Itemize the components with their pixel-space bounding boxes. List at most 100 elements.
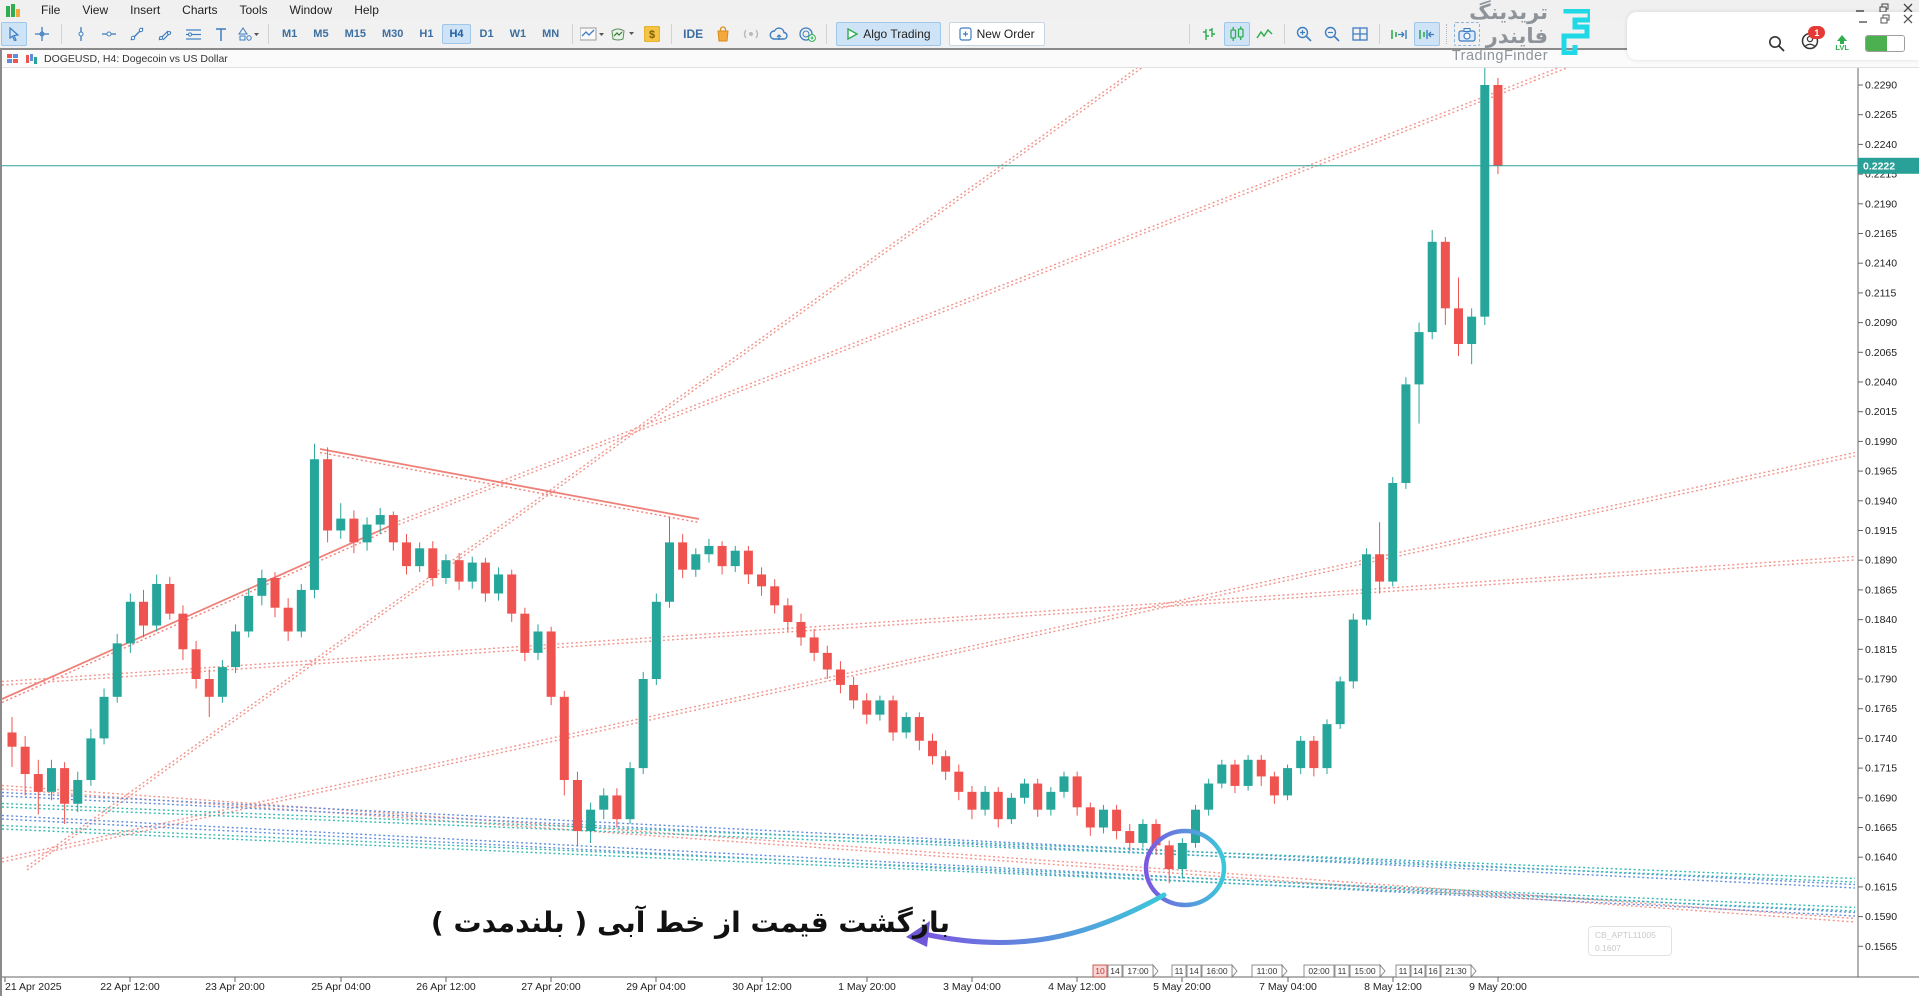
menu-view[interactable]: View bbox=[82, 3, 109, 17]
svg-text:8 May 12:00: 8 May 12:00 bbox=[1364, 981, 1422, 993]
menu-items: File View Insert Charts Tools Window Help bbox=[30, 1, 390, 19]
chart-mini-icon-2 bbox=[25, 53, 38, 64]
svg-text:0.2040: 0.2040 bbox=[1865, 377, 1897, 389]
play-icon bbox=[847, 28, 859, 40]
svg-text:4 May 12:00: 4 May 12:00 bbox=[1048, 981, 1106, 993]
timeframe-m5[interactable]: M5 bbox=[313, 28, 329, 40]
svg-text:0.1615: 0.1615 bbox=[1865, 881, 1897, 893]
menu-bar: File View Insert Charts Tools Window Help bbox=[0, 0, 1919, 20]
algo-trading-button[interactable]: Algo Trading bbox=[836, 22, 941, 46]
chart-shift-button[interactable] bbox=[1413, 22, 1440, 46]
screenshot-button[interactable] bbox=[1453, 22, 1480, 46]
svg-text:14: 14 bbox=[1413, 966, 1423, 976]
svg-text:17:00: 17:00 bbox=[1127, 966, 1149, 976]
timeframe-m30[interactable]: M30 bbox=[381, 28, 404, 40]
trendline-tool-button[interactable] bbox=[124, 22, 150, 46]
notification-badge: 1 bbox=[1808, 26, 1826, 39]
indicators-button[interactable] bbox=[609, 22, 637, 46]
close-icon[interactable] bbox=[1903, 14, 1913, 24]
timeframe-h1[interactable]: H1 bbox=[419, 28, 434, 40]
svg-text:0.2190: 0.2190 bbox=[1865, 198, 1897, 210]
shapes-tool-button[interactable] bbox=[236, 22, 262, 46]
menu-charts[interactable]: Charts bbox=[182, 3, 218, 17]
svg-text:0.2290: 0.2290 bbox=[1865, 80, 1897, 92]
menu-window[interactable]: Window bbox=[289, 3, 333, 17]
timeframe-group: M1 M5 M15 M30 H1 H4 D1 W1 MN bbox=[274, 24, 567, 44]
cursor-tool-button[interactable] bbox=[1, 22, 27, 46]
timeframe-mn[interactable]: MN bbox=[542, 28, 560, 40]
zoom-in-button[interactable] bbox=[1291, 22, 1317, 46]
svg-text:0.2140: 0.2140 bbox=[1865, 258, 1897, 270]
horizontal-line-tool-button[interactable] bbox=[96, 22, 122, 46]
svg-text:0.1765: 0.1765 bbox=[1865, 703, 1897, 715]
toolbar: M1 M5 M15 M30 H1 H4 D1 W1 MN $ IDE Algo Trading … bbox=[0, 20, 1919, 49]
profile-icon[interactable]: 1 bbox=[1801, 26, 1826, 55]
level-icon[interactable]: LVL bbox=[1835, 35, 1849, 52]
svg-text:0.2222: 0.2222 bbox=[1863, 161, 1895, 173]
tile-windows-button[interactable] bbox=[1347, 22, 1373, 46]
axes-layer: 0.22900.22650.22400.22150.21900.21650.21… bbox=[2, 68, 1919, 993]
price-chart[interactable]: 0.22900.22650.22400.22150.21900.21650.21… bbox=[2, 68, 1919, 996]
cloud-button[interactable] bbox=[766, 22, 792, 46]
candle-chart-mode-button[interactable] bbox=[1223, 22, 1250, 46]
chart-tab-bar[interactable]: DOGEUSD, H4: Dogecoin vs US Dollar bbox=[2, 50, 1919, 68]
timeframe-m15[interactable]: M15 bbox=[344, 28, 366, 40]
svg-text:11: 11 bbox=[1399, 966, 1408, 976]
timeframe-w1[interactable]: W1 bbox=[509, 28, 527, 40]
market-button[interactable] bbox=[710, 22, 736, 46]
svg-text:27 Apr 20:00: 27 Apr 20:00 bbox=[521, 981, 581, 993]
search-icon[interactable] bbox=[1768, 35, 1786, 52]
chart-mini-icon-1 bbox=[7, 53, 20, 64]
timeframe-d1[interactable]: D1 bbox=[479, 28, 494, 40]
svg-text:16:00: 16:00 bbox=[1206, 966, 1228, 976]
timeframe-h4[interactable]: H4 bbox=[442, 24, 471, 44]
svg-text:0.1565: 0.1565 bbox=[1865, 941, 1897, 953]
indicator-info-box: CB_APTL11005 0.1607 bbox=[1588, 926, 1672, 956]
chart-object-list-button[interactable] bbox=[579, 22, 607, 46]
menu-file[interactable]: File bbox=[41, 3, 61, 17]
svg-text:0.1890: 0.1890 bbox=[1865, 555, 1897, 567]
text-tool-button[interactable] bbox=[208, 22, 234, 46]
svg-text:0.1990: 0.1990 bbox=[1865, 436, 1897, 448]
menu-help[interactable]: Help bbox=[354, 3, 379, 17]
new-order-button[interactable]: New Order bbox=[948, 22, 1045, 46]
channel-tool-button[interactable] bbox=[152, 22, 178, 46]
svg-text:30 Apr 12:00: 30 Apr 12:00 bbox=[732, 981, 792, 993]
svg-text:0.1840: 0.1840 bbox=[1865, 614, 1897, 626]
ide-button[interactable]: IDE bbox=[683, 27, 704, 41]
indicator-info-line1: CB_APTL11005 bbox=[1595, 930, 1656, 940]
menu-insert[interactable]: Insert bbox=[130, 3, 161, 17]
svg-text:11: 11 bbox=[1338, 966, 1347, 976]
svg-text:0.2265: 0.2265 bbox=[1865, 109, 1897, 121]
annotation-label: بازگشت قیمت از خط آبی ( بلندمدت ) bbox=[430, 906, 950, 939]
restore-icon[interactable] bbox=[1880, 14, 1891, 24]
svg-text:5 May 20:00: 5 May 20:00 bbox=[1153, 981, 1211, 993]
bar-chart-mode-button[interactable] bbox=[1196, 22, 1222, 46]
svg-text:$: $ bbox=[649, 29, 655, 41]
svg-text:0.2015: 0.2015 bbox=[1865, 406, 1897, 418]
timeframe-m1[interactable]: M1 bbox=[282, 28, 298, 40]
svg-text:0.1790: 0.1790 bbox=[1865, 674, 1897, 686]
svg-text:11:00: 11:00 bbox=[1257, 966, 1278, 976]
fibo-tool-button[interactable] bbox=[180, 22, 206, 46]
svg-text:21 Apr 2025: 21 Apr 2025 bbox=[5, 981, 62, 993]
algo-trading-label: Algo Trading bbox=[863, 27, 931, 41]
auto-scroll-button[interactable] bbox=[1386, 22, 1412, 46]
community-button[interactable] bbox=[794, 22, 820, 46]
signals-button[interactable] bbox=[738, 22, 764, 46]
minimize-icon[interactable] bbox=[1858, 14, 1868, 24]
indicator-info-line2: 0.1607 bbox=[1595, 943, 1621, 953]
crosshair-tool-button[interactable] bbox=[29, 22, 55, 46]
zoom-out-button[interactable] bbox=[1319, 22, 1345, 46]
toggle-switch[interactable] bbox=[1865, 35, 1905, 52]
line-chart-mode-button[interactable] bbox=[1252, 22, 1278, 46]
vertical-line-tool-button[interactable] bbox=[68, 22, 94, 46]
menu-tools[interactable]: Tools bbox=[239, 3, 268, 17]
svg-text:16: 16 bbox=[1428, 966, 1438, 976]
close-icon[interactable] bbox=[1901, 2, 1915, 14]
deposit-button[interactable]: $ bbox=[639, 22, 665, 46]
svg-text:0.2115: 0.2115 bbox=[1865, 287, 1896, 299]
minimize-icon[interactable] bbox=[1853, 2, 1867, 14]
svg-text:0.1590: 0.1590 bbox=[1865, 911, 1897, 923]
